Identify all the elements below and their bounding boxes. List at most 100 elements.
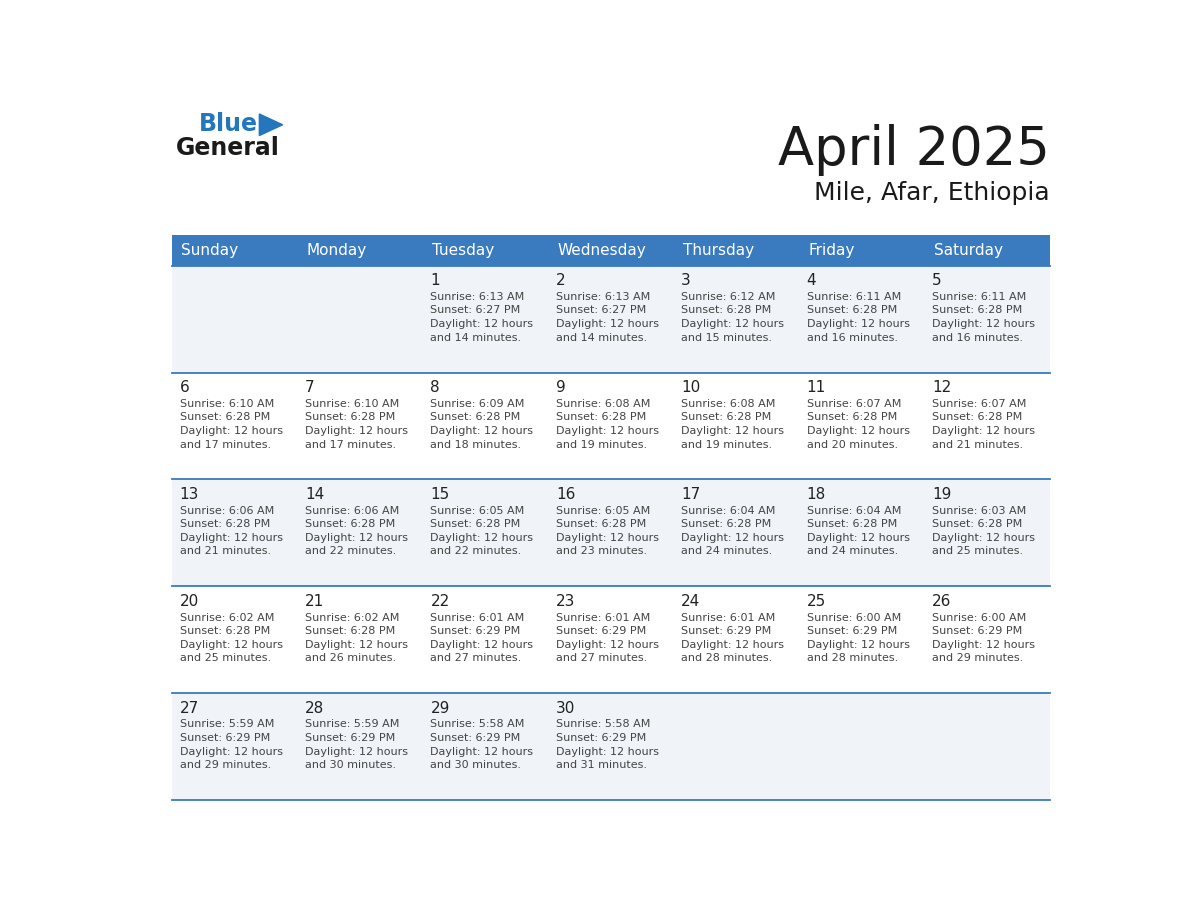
Text: 6: 6: [179, 380, 189, 396]
Bar: [924, 235, 1050, 265]
Bar: [172, 693, 297, 800]
Text: Sunrise: 5:59 AM
Sunset: 6:29 PM
Daylight: 12 hours
and 29 minutes.: Sunrise: 5:59 AM Sunset: 6:29 PM Dayligh…: [179, 720, 283, 770]
Text: 30: 30: [556, 701, 575, 716]
Text: Sunrise: 6:06 AM
Sunset: 6:28 PM
Daylight: 12 hours
and 22 minutes.: Sunrise: 6:06 AM Sunset: 6:28 PM Dayligh…: [305, 506, 407, 556]
Text: Sunrise: 6:08 AM
Sunset: 6:28 PM
Daylight: 12 hours
and 19 minutes.: Sunrise: 6:08 AM Sunset: 6:28 PM Dayligh…: [681, 398, 784, 450]
Bar: [674, 373, 800, 479]
Bar: [674, 693, 800, 800]
Text: 5: 5: [933, 274, 942, 288]
Bar: [800, 373, 924, 479]
Text: 8: 8: [430, 380, 440, 396]
Text: 18: 18: [807, 487, 826, 502]
Text: 22: 22: [430, 594, 449, 609]
Text: Sunrise: 6:06 AM
Sunset: 6:28 PM
Daylight: 12 hours
and 21 minutes.: Sunrise: 6:06 AM Sunset: 6:28 PM Dayligh…: [179, 506, 283, 556]
Text: 20: 20: [179, 594, 198, 609]
Bar: [800, 693, 924, 800]
Text: April 2025: April 2025: [778, 124, 1050, 176]
Bar: [423, 373, 548, 479]
Text: 19: 19: [933, 487, 952, 502]
Text: 27: 27: [179, 701, 198, 716]
Text: 17: 17: [681, 487, 701, 502]
Bar: [674, 479, 800, 587]
Bar: [423, 693, 548, 800]
Text: 14: 14: [305, 487, 324, 502]
Bar: [800, 265, 924, 373]
Text: Sunrise: 6:05 AM
Sunset: 6:28 PM
Daylight: 12 hours
and 23 minutes.: Sunrise: 6:05 AM Sunset: 6:28 PM Dayligh…: [556, 506, 659, 556]
Bar: [674, 235, 800, 265]
Text: Blue: Blue: [198, 113, 258, 137]
Text: Sunrise: 6:01 AM
Sunset: 6:29 PM
Daylight: 12 hours
and 28 minutes.: Sunrise: 6:01 AM Sunset: 6:29 PM Dayligh…: [681, 612, 784, 664]
Text: Sunrise: 6:11 AM
Sunset: 6:28 PM
Daylight: 12 hours
and 16 minutes.: Sunrise: 6:11 AM Sunset: 6:28 PM Dayligh…: [807, 292, 910, 342]
Text: 12: 12: [933, 380, 952, 396]
Bar: [548, 373, 674, 479]
Text: Sunrise: 5:59 AM
Sunset: 6:29 PM
Daylight: 12 hours
and 30 minutes.: Sunrise: 5:59 AM Sunset: 6:29 PM Dayligh…: [305, 720, 407, 770]
Bar: [548, 479, 674, 587]
Bar: [172, 235, 297, 265]
Text: 11: 11: [807, 380, 826, 396]
Bar: [172, 265, 297, 373]
Text: Sunrise: 6:02 AM
Sunset: 6:28 PM
Daylight: 12 hours
and 26 minutes.: Sunrise: 6:02 AM Sunset: 6:28 PM Dayligh…: [305, 612, 407, 664]
Text: Sunrise: 6:00 AM
Sunset: 6:29 PM
Daylight: 12 hours
and 28 minutes.: Sunrise: 6:00 AM Sunset: 6:29 PM Dayligh…: [807, 612, 910, 664]
Text: Sunrise: 6:05 AM
Sunset: 6:28 PM
Daylight: 12 hours
and 22 minutes.: Sunrise: 6:05 AM Sunset: 6:28 PM Dayligh…: [430, 506, 533, 556]
Text: 23: 23: [556, 594, 575, 609]
Bar: [423, 235, 548, 265]
Bar: [423, 587, 548, 693]
Text: Sunrise: 6:11 AM
Sunset: 6:28 PM
Daylight: 12 hours
and 16 minutes.: Sunrise: 6:11 AM Sunset: 6:28 PM Dayligh…: [933, 292, 1035, 342]
Text: 1: 1: [430, 274, 440, 288]
Text: 10: 10: [681, 380, 701, 396]
Bar: [924, 265, 1050, 373]
Bar: [548, 265, 674, 373]
Bar: [548, 235, 674, 265]
Text: 13: 13: [179, 487, 198, 502]
Text: Sunday: Sunday: [181, 242, 238, 258]
Text: Friday: Friday: [808, 242, 854, 258]
Bar: [924, 693, 1050, 800]
Text: Sunrise: 6:13 AM
Sunset: 6:27 PM
Daylight: 12 hours
and 14 minutes.: Sunrise: 6:13 AM Sunset: 6:27 PM Dayligh…: [556, 292, 659, 342]
Bar: [674, 587, 800, 693]
Text: 9: 9: [556, 380, 565, 396]
Text: 16: 16: [556, 487, 575, 502]
Text: Thursday: Thursday: [683, 242, 754, 258]
Bar: [924, 479, 1050, 587]
Bar: [924, 587, 1050, 693]
Bar: [548, 693, 674, 800]
Bar: [800, 587, 924, 693]
Bar: [548, 587, 674, 693]
Text: Sunrise: 6:10 AM
Sunset: 6:28 PM
Daylight: 12 hours
and 17 minutes.: Sunrise: 6:10 AM Sunset: 6:28 PM Dayligh…: [305, 398, 407, 450]
Text: Sunrise: 6:04 AM
Sunset: 6:28 PM
Daylight: 12 hours
and 24 minutes.: Sunrise: 6:04 AM Sunset: 6:28 PM Dayligh…: [807, 506, 910, 556]
Text: Sunrise: 6:07 AM
Sunset: 6:28 PM
Daylight: 12 hours
and 21 minutes.: Sunrise: 6:07 AM Sunset: 6:28 PM Dayligh…: [933, 398, 1035, 450]
Text: 2: 2: [556, 274, 565, 288]
Bar: [674, 265, 800, 373]
Bar: [297, 693, 423, 800]
Text: Sunrise: 5:58 AM
Sunset: 6:29 PM
Daylight: 12 hours
and 30 minutes.: Sunrise: 5:58 AM Sunset: 6:29 PM Dayligh…: [430, 720, 533, 770]
Text: Sunrise: 6:07 AM
Sunset: 6:28 PM
Daylight: 12 hours
and 20 minutes.: Sunrise: 6:07 AM Sunset: 6:28 PM Dayligh…: [807, 398, 910, 450]
Text: 3: 3: [681, 274, 691, 288]
Text: Sunrise: 6:08 AM
Sunset: 6:28 PM
Daylight: 12 hours
and 19 minutes.: Sunrise: 6:08 AM Sunset: 6:28 PM Dayligh…: [556, 398, 659, 450]
Bar: [297, 479, 423, 587]
Text: Monday: Monday: [307, 242, 367, 258]
Bar: [924, 373, 1050, 479]
Text: Sunrise: 6:12 AM
Sunset: 6:28 PM
Daylight: 12 hours
and 15 minutes.: Sunrise: 6:12 AM Sunset: 6:28 PM Dayligh…: [681, 292, 784, 342]
Text: Sunrise: 6:01 AM
Sunset: 6:29 PM
Daylight: 12 hours
and 27 minutes.: Sunrise: 6:01 AM Sunset: 6:29 PM Dayligh…: [556, 612, 659, 664]
Bar: [800, 235, 924, 265]
Bar: [297, 235, 423, 265]
Text: Sunrise: 6:00 AM
Sunset: 6:29 PM
Daylight: 12 hours
and 29 minutes.: Sunrise: 6:00 AM Sunset: 6:29 PM Dayligh…: [933, 612, 1035, 664]
Text: 21: 21: [305, 594, 324, 609]
Bar: [800, 479, 924, 587]
Bar: [423, 479, 548, 587]
Text: Sunrise: 6:13 AM
Sunset: 6:27 PM
Daylight: 12 hours
and 14 minutes.: Sunrise: 6:13 AM Sunset: 6:27 PM Dayligh…: [430, 292, 533, 342]
Bar: [297, 373, 423, 479]
Text: Mile, Afar, Ethiopia: Mile, Afar, Ethiopia: [814, 181, 1050, 205]
Text: Wednesday: Wednesday: [557, 242, 646, 258]
Bar: [172, 587, 297, 693]
Bar: [172, 479, 297, 587]
Text: Sunrise: 6:10 AM
Sunset: 6:28 PM
Daylight: 12 hours
and 17 minutes.: Sunrise: 6:10 AM Sunset: 6:28 PM Dayligh…: [179, 398, 283, 450]
Text: Sunrise: 6:02 AM
Sunset: 6:28 PM
Daylight: 12 hours
and 25 minutes.: Sunrise: 6:02 AM Sunset: 6:28 PM Dayligh…: [179, 612, 283, 664]
Text: 29: 29: [430, 701, 450, 716]
Text: 7: 7: [305, 380, 315, 396]
Text: Sunrise: 6:09 AM
Sunset: 6:28 PM
Daylight: 12 hours
and 18 minutes.: Sunrise: 6:09 AM Sunset: 6:28 PM Dayligh…: [430, 398, 533, 450]
Text: 15: 15: [430, 487, 449, 502]
Text: 28: 28: [305, 701, 324, 716]
Text: Tuesday: Tuesday: [432, 242, 494, 258]
Polygon shape: [259, 114, 283, 136]
